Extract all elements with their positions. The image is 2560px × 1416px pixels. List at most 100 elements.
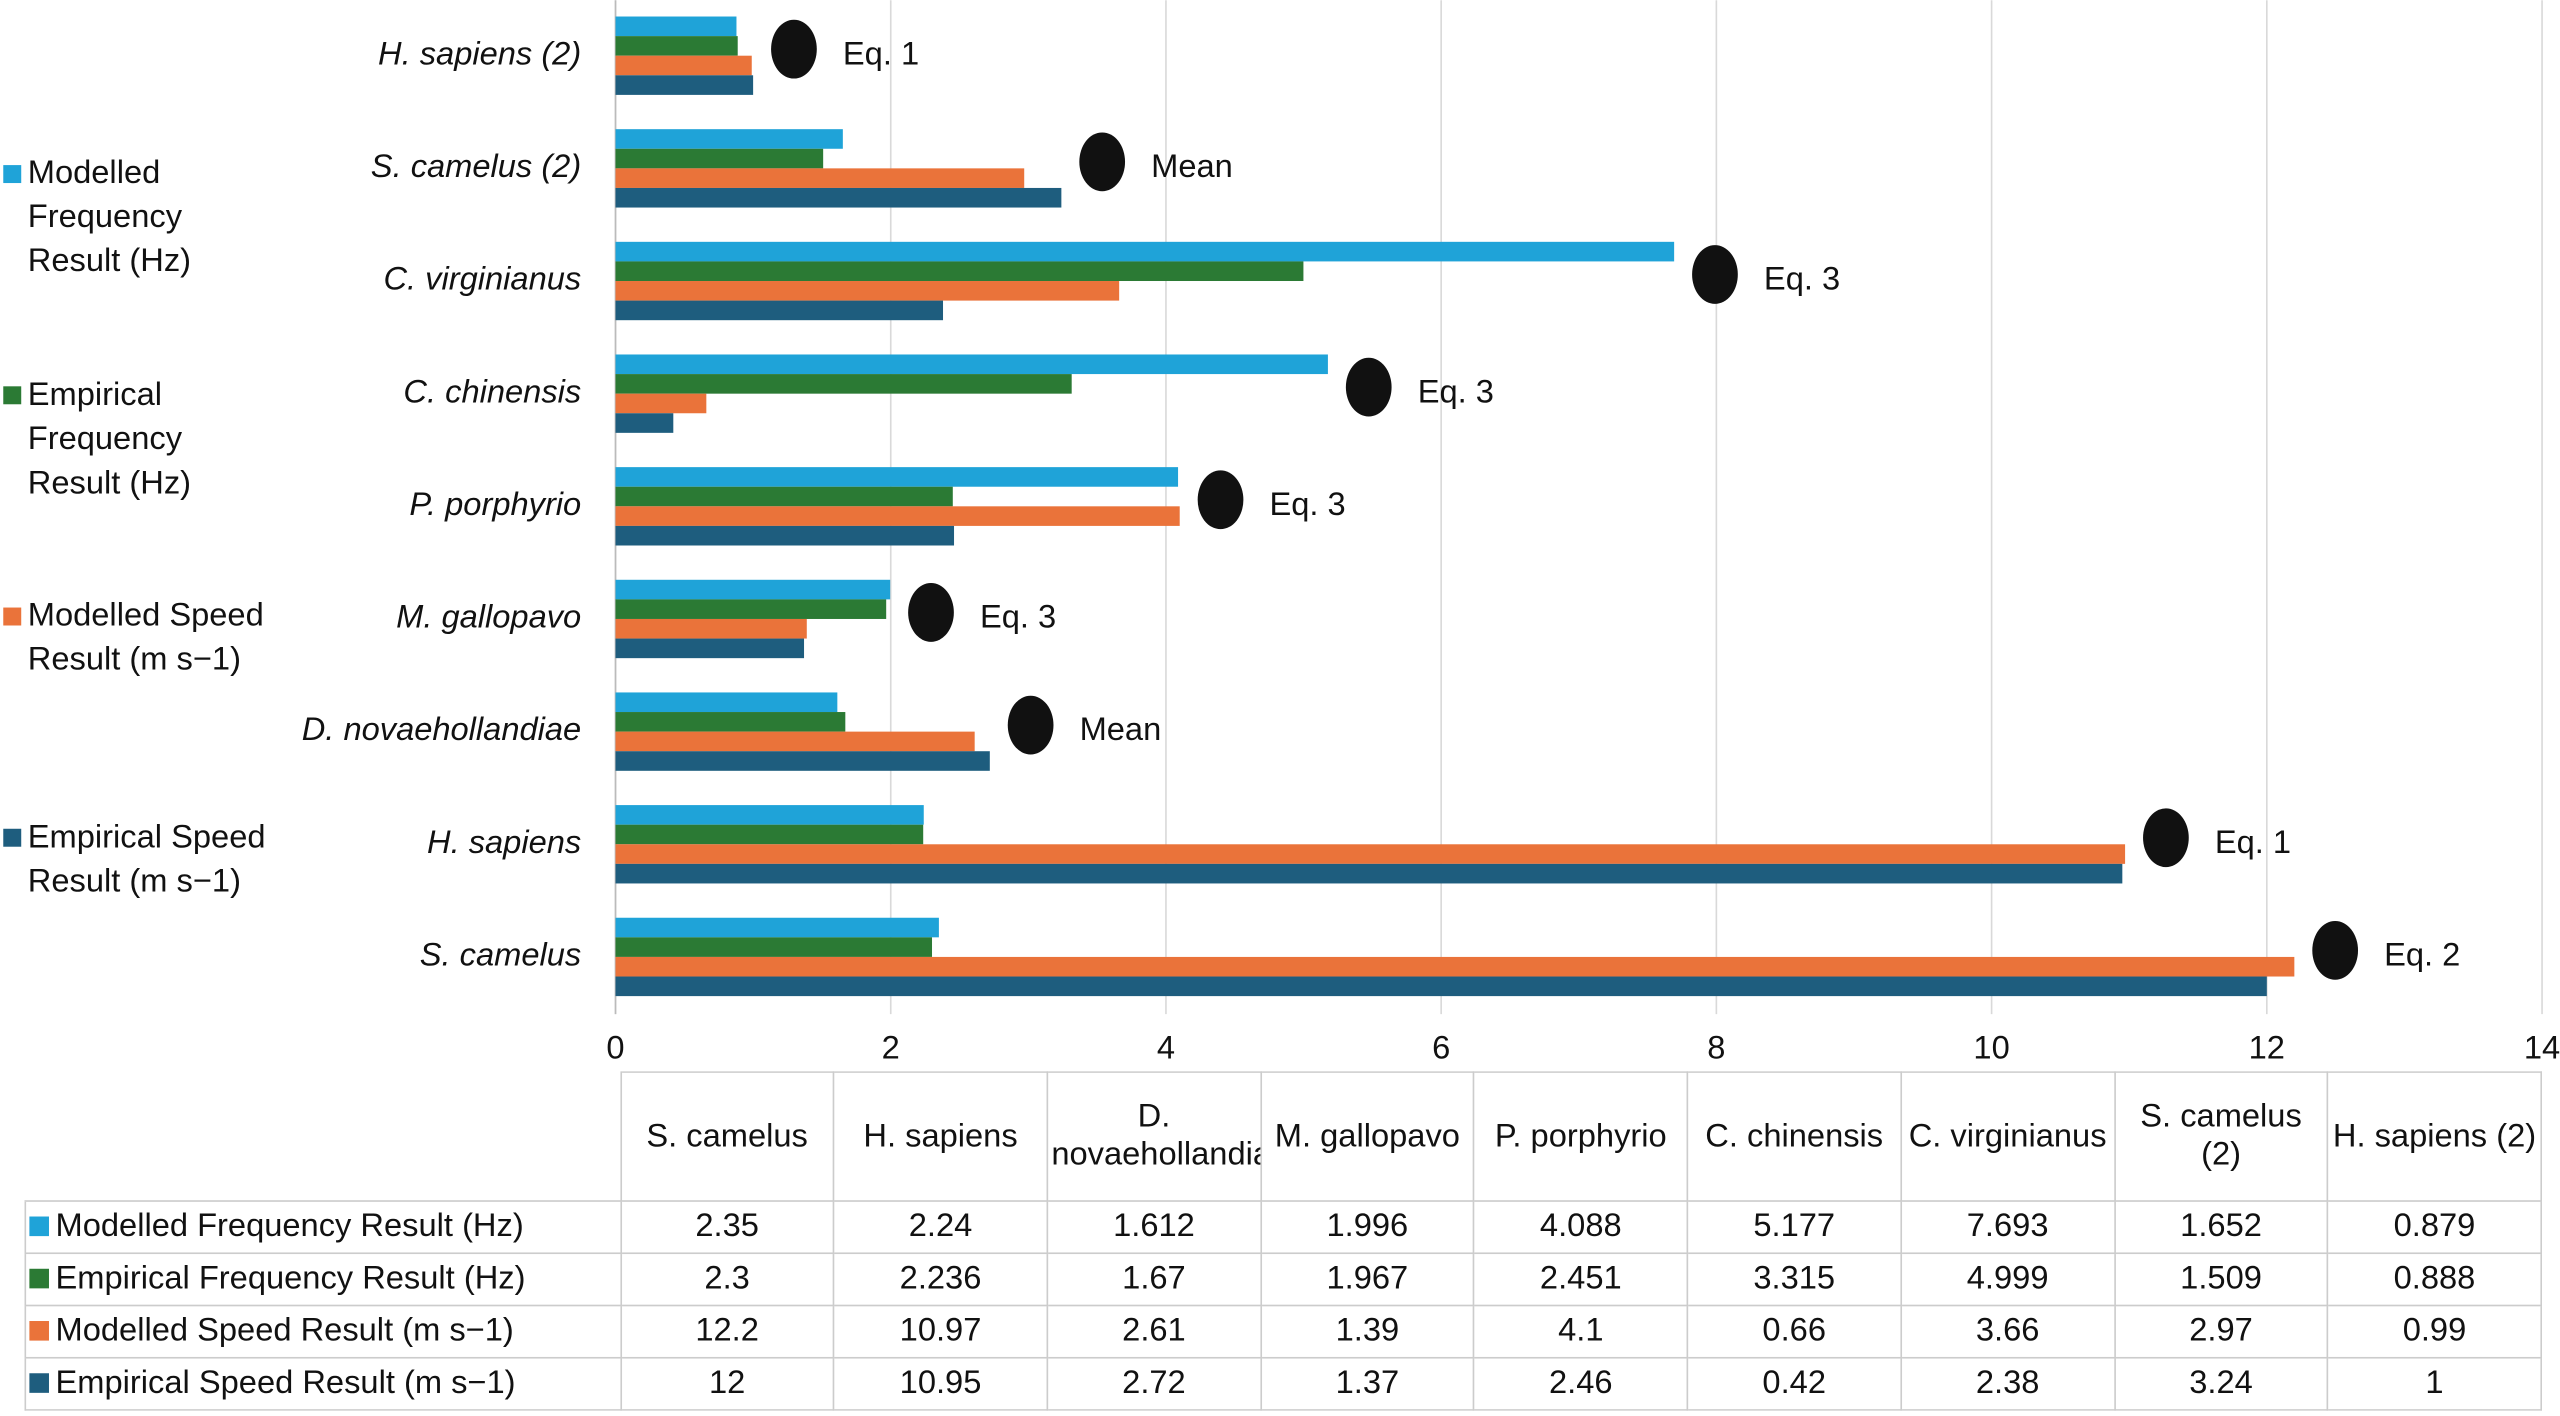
cell: 2.3	[619, 1252, 835, 1307]
legend-swatch	[29, 1268, 49, 1289]
cell: 2.61	[1046, 1304, 1262, 1359]
silhouette	[1345, 357, 1392, 417]
category-label: C. chinensis	[403, 372, 581, 409]
silhouette	[2143, 808, 2189, 868]
column-header: H. sapiens	[833, 1071, 1049, 1202]
bar	[615, 16, 737, 37]
legend-entry: Empirical Speed Result (m s−1)	[28, 819, 266, 899]
legend-swatch	[3, 828, 22, 847]
bar	[615, 75, 754, 95]
bar	[615, 486, 953, 507]
cell: 0.42	[1686, 1356, 1902, 1411]
row-label: Modelled Speed Result (m s−1)	[55, 1312, 514, 1349]
bar	[615, 354, 1328, 375]
bar	[615, 393, 707, 414]
bar	[615, 261, 1304, 282]
silhouette	[771, 19, 817, 79]
bar	[615, 712, 846, 732]
row-label: Empirical Speed Result (m s−1)	[55, 1365, 516, 1402]
annotation: Eq. 3	[980, 598, 1056, 635]
legend-label: Modelled Speed Result (m s−1)	[27, 597, 264, 678]
legend-swatch	[29, 1321, 49, 1341]
column-header: M. gallopavo	[1259, 1071, 1475, 1202]
row-label: Modelled Frequency Result (Hz)	[55, 1208, 524, 1245]
legend-entry: Empirical Frequency Result (Hz)	[27, 376, 192, 501]
bar	[615, 863, 2123, 884]
cell: 1.37	[1259, 1356, 1475, 1411]
cell: 0.888	[2326, 1252, 2543, 1307]
row-header: Empirical Speed Result (m s−1)	[24, 1356, 622, 1411]
category-label: D. novaehollandiae	[302, 710, 581, 747]
bar	[615, 506, 1180, 526]
category-label: H. sapiens (2)	[378, 34, 581, 71]
silhouette	[2312, 921, 2359, 980]
bar	[615, 638, 805, 659]
cell: 3.66	[1900, 1304, 2116, 1359]
cell: 2.38	[1900, 1356, 2116, 1411]
cell: 4.1	[1473, 1304, 1689, 1359]
cell: 1.967	[1259, 1252, 1475, 1307]
data-row: Modelled Speed Result (m s−1) 12.2 10.97 2.…	[24, 1304, 2543, 1359]
cell: 1.996	[1259, 1200, 1475, 1255]
row-label: Empirical Frequency Result (Hz)	[55, 1260, 526, 1297]
legend-label: Empirical Frequency Result (Hz)	[27, 376, 192, 501]
column-header: S. camelus (2)	[2113, 1071, 2329, 1202]
cell: 1.612	[1046, 1200, 1262, 1255]
bar	[615, 805, 924, 825]
category-label: P. porphyrio	[409, 485, 581, 522]
data-row: Empirical Speed Result (m s−1) 12 10.95 2.7…	[24, 1356, 2543, 1411]
bar	[615, 618, 807, 639]
column-header: P. porphyrio	[1473, 1071, 1689, 1202]
bar	[615, 374, 1072, 394]
cell: 0.879	[2326, 1200, 2543, 1255]
column-header: H. sapiens (2)	[2326, 1071, 2543, 1202]
bar	[615, 917, 939, 938]
cell: 2.236	[833, 1252, 1049, 1307]
category-label: S. camelus	[420, 936, 581, 973]
x-tick-label: 8	[1707, 1029, 1725, 1066]
x-tick-label: 4	[1157, 1029, 1175, 1066]
bar	[615, 281, 1120, 301]
bar	[615, 976, 2267, 997]
cell: 5.177	[1686, 1200, 1902, 1255]
x-tick-label: 0	[606, 1029, 624, 1066]
legend-swatch	[29, 1373, 49, 1393]
cell: 12	[619, 1356, 835, 1411]
cell: 10.97	[833, 1304, 1049, 1359]
data-row: Empirical Frequency Result (Hz) 2.3 2.236 1…	[24, 1252, 2543, 1307]
cell: 2.451	[1473, 1252, 1689, 1307]
bar	[615, 241, 1675, 262]
bar	[615, 956, 2295, 977]
cell: 0.66	[1686, 1304, 1902, 1359]
cell: 2.46	[1473, 1356, 1689, 1411]
cell: 2.97	[2113, 1304, 2329, 1359]
bar	[615, 599, 887, 619]
column-header: S. camelus	[619, 1071, 835, 1202]
row-header: Empirical Frequency Result (Hz)	[24, 1252, 622, 1307]
cell: 10.95	[833, 1356, 1049, 1411]
cell: 1	[2326, 1356, 2543, 1411]
bar	[615, 413, 674, 433]
x-tick-label: 6	[1432, 1029, 1450, 1066]
bar	[615, 129, 843, 149]
bar	[615, 824, 924, 845]
bar	[615, 467, 1179, 487]
cell: 1.67	[1046, 1252, 1262, 1307]
annotation: Mean	[1151, 147, 1233, 184]
cell: 3.24	[2113, 1356, 2329, 1411]
cell: 4.999	[1900, 1252, 2116, 1307]
cell: 7.693	[1900, 1200, 2116, 1255]
cell: 1.39	[1259, 1304, 1475, 1359]
row-header: Modelled Speed Result (m s−1)	[24, 1304, 622, 1359]
category-label: H. sapiens	[427, 823, 581, 860]
cell: 1.652	[2113, 1200, 2329, 1255]
bar	[615, 731, 975, 752]
data-row: Modelled Frequency Result (Hz) 2.35 2.24 1.…	[24, 1200, 2543, 1255]
cell: 4.088	[1473, 1200, 1689, 1255]
annotation: Eq. 3	[1418, 372, 1494, 409]
annotation: Eq. 3	[1270, 485, 1346, 522]
silhouette	[908, 583, 954, 642]
